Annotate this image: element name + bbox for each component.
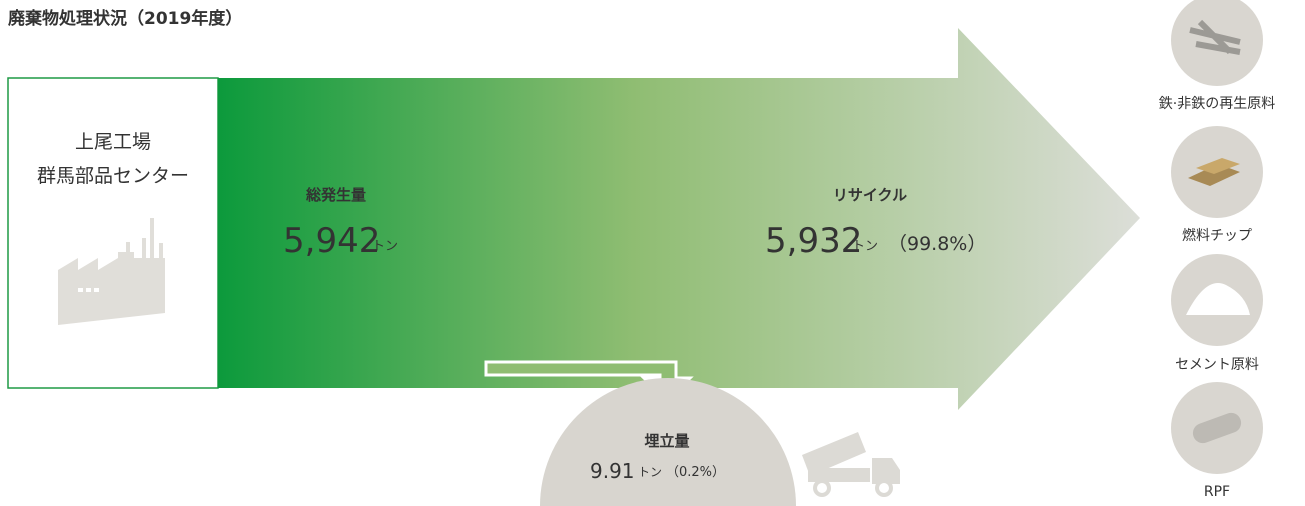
title: 廃棄物処理状況（2019年度） — [8, 8, 242, 29]
flow-arrow — [218, 28, 1140, 410]
total-label: 総発生量 — [305, 186, 366, 204]
landfill-dome — [540, 378, 796, 506]
output-label: RPF — [1204, 484, 1230, 500]
source-line: 上尾工場 — [75, 131, 151, 153]
unit: トン — [852, 239, 878, 254]
source-box — [7, 77, 219, 389]
total-value: 5,942 — [283, 221, 380, 261]
truck-icon — [802, 432, 900, 497]
recycle-label: リサイクル — [833, 186, 907, 204]
unit: トン — [372, 239, 398, 254]
output-label: 鉄·非鉄の再生原料 — [1159, 96, 1275, 112]
landfill-label: 埋立量 — [644, 432, 689, 450]
recycle-value: 5,932 — [765, 221, 862, 261]
unit: トン — [638, 465, 662, 479]
source-line: 群馬部品センター — [37, 165, 189, 187]
output-icons — [1171, 0, 1263, 474]
output-label: セメント原料 — [1175, 357, 1259, 373]
landfill-value: 9.91 — [590, 459, 635, 483]
landfill-share: （0.2%） — [666, 465, 725, 480]
factory-icon — [58, 218, 165, 325]
output-label: 燃料チップ — [1182, 227, 1252, 244]
recycle-share: （99.8%） — [888, 233, 986, 255]
